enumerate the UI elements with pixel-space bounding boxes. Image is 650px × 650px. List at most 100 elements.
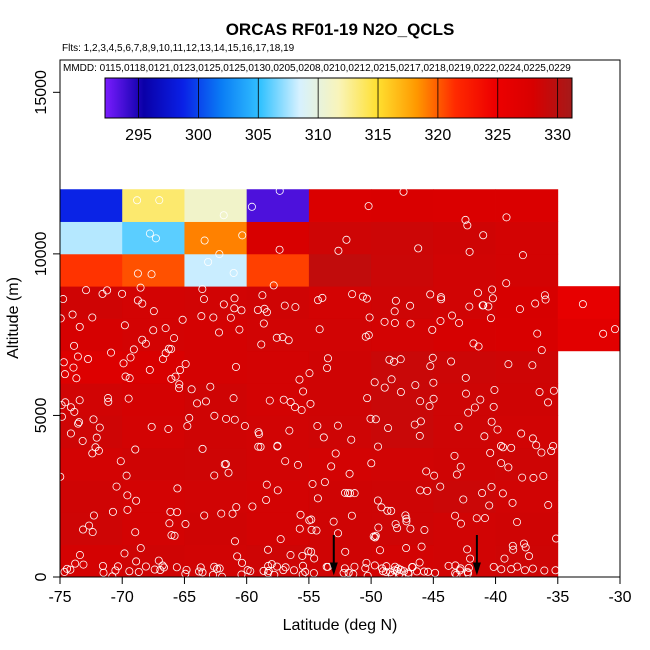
observation-point: [333, 421, 342, 430]
observation-point: [340, 564, 349, 573]
observation-point: [406, 524, 415, 533]
x-tick-label: -35: [546, 589, 569, 606]
observation-point: [318, 293, 327, 302]
observation-point: [497, 565, 506, 574]
observation-point: [248, 502, 257, 511]
observation-point: [540, 291, 549, 300]
observation-point: [380, 317, 389, 326]
observation-point: [334, 529, 343, 538]
observation-point: [217, 509, 226, 518]
observation-point: [161, 324, 170, 333]
observation-point: [473, 288, 482, 297]
observation-point: [377, 503, 386, 512]
observation-point: [461, 389, 470, 398]
observation-point: [392, 566, 401, 575]
observation-point: [210, 411, 219, 420]
observation-point: [158, 561, 167, 570]
colorbar-tick-label-330: 330: [544, 127, 571, 144]
observation-point: [120, 549, 129, 558]
observation-point: [267, 560, 276, 569]
observation-point: [406, 319, 415, 328]
observation-point: [84, 355, 93, 364]
observation-point: [240, 421, 249, 430]
observation-point: [215, 250, 224, 259]
observation-point: [504, 360, 513, 369]
observation-point: [404, 568, 413, 577]
heatmap-cell: [308, 350, 372, 384]
observation-point: [461, 373, 470, 382]
observation-point: [551, 566, 560, 575]
observation-point: [297, 406, 306, 415]
observation-point: [228, 509, 237, 518]
y-axis: 0 5000 10000 15000: [33, 70, 60, 581]
observation-point: [370, 378, 379, 387]
observation-point: [410, 420, 419, 429]
observation-point: [170, 334, 179, 343]
observation-point: [89, 415, 98, 424]
heatmap-cell: [433, 383, 496, 416]
observation-point: [104, 394, 113, 403]
observation-point: [539, 471, 548, 480]
observation-point: [164, 344, 173, 353]
heatmap-cell: [184, 480, 248, 513]
heatmap-cell: [246, 253, 310, 287]
observation-point: [206, 382, 215, 391]
observation-point: [454, 422, 463, 431]
observation-point: [198, 568, 207, 577]
observation-point: [215, 564, 224, 573]
observation-point: [230, 294, 239, 303]
observation-point: [136, 544, 145, 553]
arrow-markers: [329, 534, 481, 576]
observation-point: [200, 236, 209, 245]
observation-point: [415, 558, 424, 567]
observation-point: [486, 448, 495, 457]
observation-point: [308, 479, 317, 488]
observation-point: [373, 496, 382, 505]
observation-point: [493, 425, 502, 434]
observation-point: [489, 562, 498, 571]
observation-point: [219, 300, 228, 309]
observation-point: [284, 336, 293, 345]
observation-point: [375, 546, 384, 555]
observation-point: [224, 468, 233, 477]
observation-point: [199, 295, 208, 304]
observation-point: [123, 505, 132, 514]
observation-point: [340, 488, 349, 497]
heatmap-cell: [184, 383, 248, 416]
observation-point: [535, 388, 544, 397]
observation-point: [66, 429, 75, 438]
heatmap-cell: [371, 189, 434, 222]
heatmap-cell: [557, 318, 620, 352]
observation-point: [408, 563, 417, 572]
observation-point: [507, 565, 516, 574]
observation-point: [411, 381, 420, 390]
observation-point: [185, 413, 194, 422]
colorbar-tick-label-325: 325: [484, 127, 511, 144]
observation-point: [133, 269, 142, 278]
observation-point: [89, 511, 98, 520]
observation-point: [476, 395, 485, 404]
observation-point: [416, 486, 425, 495]
observation-point: [92, 433, 101, 442]
heatmap-cell: [60, 544, 123, 577]
observation-point: [229, 268, 238, 277]
observation-point: [91, 443, 100, 452]
observation-point: [72, 374, 81, 383]
observation-point: [230, 415, 239, 424]
observation-point: [466, 554, 475, 563]
observation-point: [452, 570, 461, 577]
observation-point: [176, 365, 185, 374]
observation-point: [307, 525, 316, 534]
observation-point: [459, 495, 468, 504]
heatmap-cell: [308, 189, 372, 222]
observation-point: [291, 303, 300, 312]
heatmap-cell: [433, 512, 496, 546]
observation-point: [235, 325, 244, 334]
observation-point: [66, 403, 75, 412]
y-tick-label: 0: [33, 572, 50, 581]
heatmap-cell: [246, 447, 310, 481]
chart-title: ORCAS RF01-19 N2O_QCLS: [226, 20, 455, 39]
observation-point: [387, 506, 396, 515]
observation-point: [238, 231, 247, 240]
